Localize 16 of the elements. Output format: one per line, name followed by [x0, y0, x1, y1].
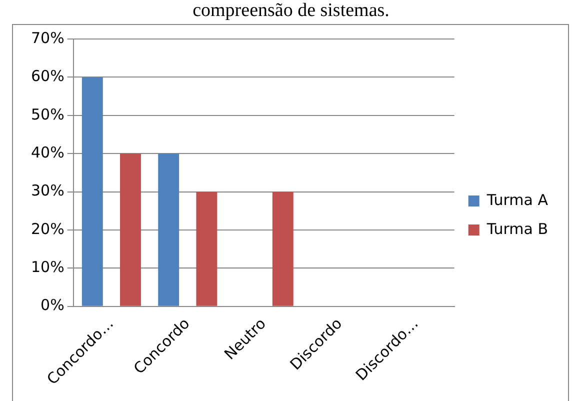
bar: [158, 154, 180, 306]
chart-title: compreensão de sistemas.: [192, 0, 390, 22]
legend-label: Turma A: [486, 190, 549, 209]
y-tick-label: 10%: [30, 258, 64, 276]
legend-label: Turma B: [486, 220, 548, 238]
bar: [196, 192, 218, 306]
bar: [82, 77, 103, 306]
bar: [120, 154, 141, 306]
y-tick-label: 40%: [30, 143, 64, 162]
y-tick-label: 30%: [30, 182, 64, 200]
y-tick-label: 60%: [30, 67, 64, 86]
bar: [272, 192, 294, 306]
y-tick-label: 0%: [40, 296, 64, 314]
y-tick-label: 50%: [30, 105, 64, 124]
y-tick-label: 20%: [30, 220, 64, 238]
y-tick-label: 70%: [30, 28, 64, 47]
